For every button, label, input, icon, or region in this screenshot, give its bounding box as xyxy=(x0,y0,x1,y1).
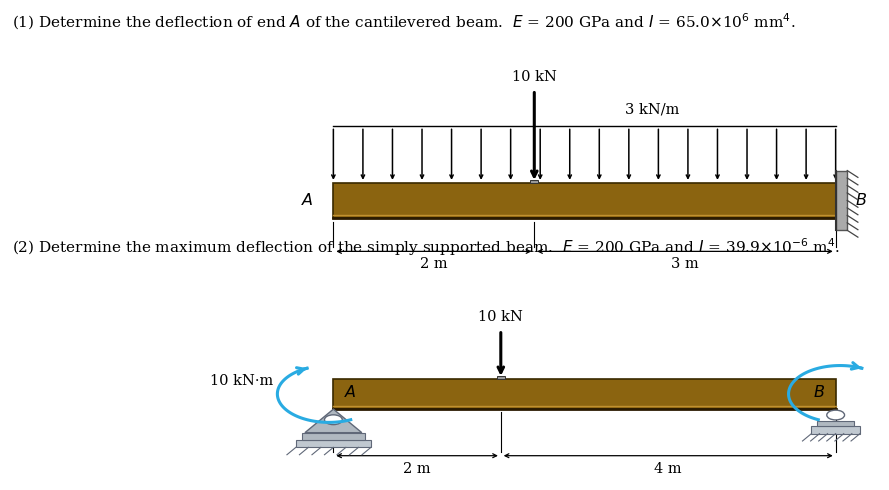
Circle shape xyxy=(324,415,342,425)
Text: 2 m: 2 m xyxy=(404,462,431,476)
Text: (2) Determine the maximum deflection of the simply supported beam.  $E$ = 200 GP: (2) Determine the maximum deflection of … xyxy=(12,237,839,258)
Text: $B$: $B$ xyxy=(855,192,867,209)
Bar xyxy=(296,440,371,447)
Bar xyxy=(333,183,836,218)
Bar xyxy=(333,379,836,409)
Bar xyxy=(497,376,505,379)
Text: 4 m: 4 m xyxy=(654,462,682,476)
Text: $A$: $A$ xyxy=(301,192,314,209)
Text: 2 m: 2 m xyxy=(420,257,448,271)
Text: (1) Determine the deflection of end $\mathit{A}$ of the cantilevered beam.  $E$ : (1) Determine the deflection of end $\ma… xyxy=(12,12,795,32)
Text: $B$: $B$ xyxy=(813,384,825,401)
Text: 10 kN: 10 kN xyxy=(478,310,524,324)
Text: 3 m: 3 m xyxy=(671,257,699,271)
Polygon shape xyxy=(305,409,362,433)
Bar xyxy=(812,426,860,434)
Bar xyxy=(302,433,364,440)
Text: 3 kN/m: 3 kN/m xyxy=(625,102,679,117)
Bar xyxy=(836,171,847,230)
Text: 10 kN·m: 10 kN·m xyxy=(210,374,273,388)
Circle shape xyxy=(827,410,845,420)
Text: $A$: $A$ xyxy=(344,384,356,401)
Bar xyxy=(817,421,854,426)
Text: 10 kN: 10 kN xyxy=(512,70,557,84)
Bar xyxy=(530,180,539,183)
